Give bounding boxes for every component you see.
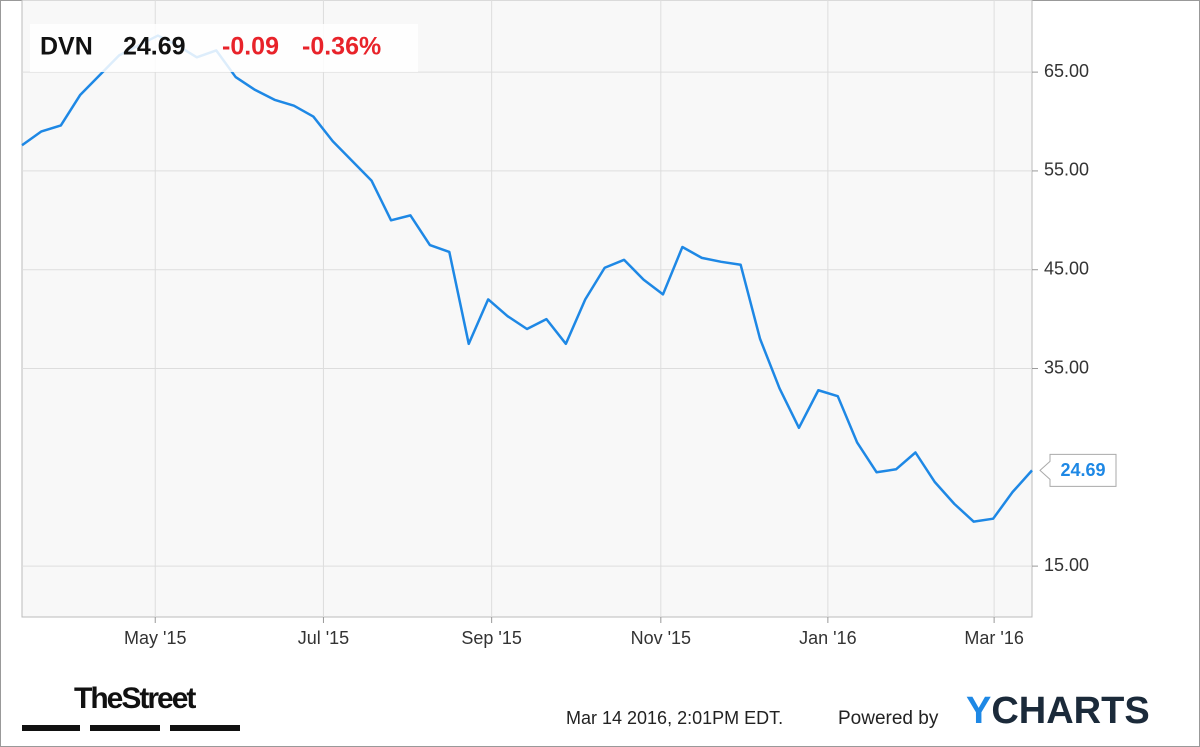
y-tick-label: 15.00 bbox=[1044, 555, 1089, 575]
last-price-label: 24.69 bbox=[1060, 460, 1105, 480]
last-price: 24.69 bbox=[123, 33, 186, 61]
ycharts-logo: YCHARTS bbox=[966, 690, 1150, 732]
x-tick-label: Jan '16 bbox=[799, 628, 856, 648]
x-tick-label: Jul '15 bbox=[298, 628, 349, 648]
powered-by: Powered by bbox=[838, 708, 939, 729]
y-tick-label: 35.00 bbox=[1044, 357, 1089, 377]
brand-bar bbox=[90, 725, 160, 731]
brand-bar bbox=[170, 725, 240, 731]
timestamp: Mar 14 2016, 2:01PM EDT. bbox=[566, 708, 784, 728]
quote-box bbox=[30, 24, 418, 72]
y-tick-label: 65.00 bbox=[1044, 61, 1089, 81]
last-price-callout bbox=[1039, 453, 1117, 487]
brand-bar bbox=[22, 725, 80, 731]
change: -0.09 bbox=[222, 33, 279, 61]
x-tick-label: Mar '16 bbox=[964, 628, 1023, 648]
y-tick-label: 45.00 bbox=[1044, 258, 1089, 278]
brand: TheStreet bbox=[74, 682, 196, 715]
x-tick-label: Sep '15 bbox=[461, 628, 522, 648]
x-tick-label: Nov '15 bbox=[631, 628, 691, 648]
change-pct: -0.36% bbox=[302, 33, 381, 61]
plot-area bbox=[21, 0, 1033, 618]
y-tick-label: 55.00 bbox=[1044, 160, 1089, 180]
x-tick-label: May '15 bbox=[124, 628, 186, 648]
symbol: DVN bbox=[40, 33, 93, 61]
